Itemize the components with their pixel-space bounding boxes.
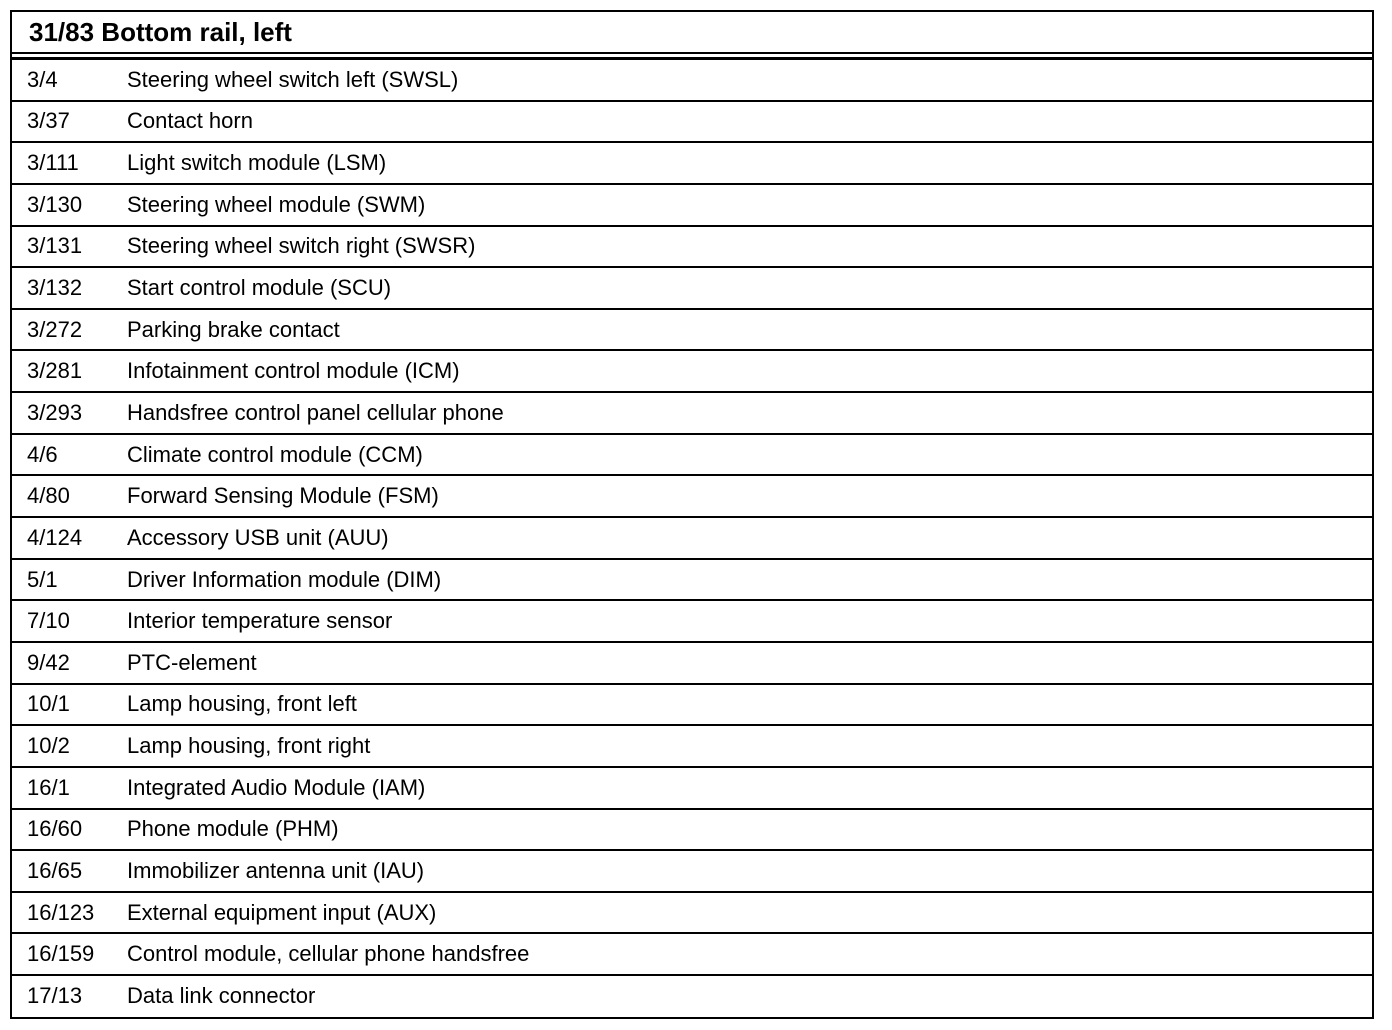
component-code: 3/37 xyxy=(27,108,70,134)
table-row: 16/159 Control module, cellular phone han… xyxy=(12,932,1372,974)
table-row: 3/130 Steering wheel module (SWM) xyxy=(12,182,1372,225)
component-description: Start control module (SCU) xyxy=(127,275,392,301)
component-description: Parking brake contact xyxy=(127,316,340,342)
table-row: 5/1 Driver Information module (DIM) xyxy=(12,557,1372,600)
component-description: Climate control module (CCM) xyxy=(127,441,423,467)
component-code: 3/281 xyxy=(27,358,83,384)
component-description: Lamp housing, front left xyxy=(127,691,357,717)
component-table: 31/83 Bottom rail, left 3/4 Steering whee… xyxy=(10,10,1374,1019)
table-row: 16/60 Phone module (PHM) xyxy=(12,807,1372,850)
component-code: 3/4 xyxy=(27,66,58,92)
table-row: 3/272 Parking brake contact xyxy=(12,307,1372,350)
table-row: 4/80 Forward Sensing Module (FSM) xyxy=(12,474,1372,516)
table-row: 10/2 Lamp housing, front right xyxy=(12,724,1372,766)
table-row: 9/42 PTC-element xyxy=(12,640,1372,683)
component-description: Steering wheel module (SWM) xyxy=(127,191,426,217)
table-row: 7/10 Interior temperature sensor xyxy=(12,599,1372,641)
table-body: 3/4 Steering wheel switch left (SWSL) 3/37… xyxy=(12,60,1372,1016)
component-code: 17/13 xyxy=(27,982,83,1008)
component-code: 7/10 xyxy=(27,608,70,634)
table-row: 3/293 Handsfree control panel cellular ph… xyxy=(12,391,1372,433)
component-description: Forward Sensing Module (FSM) xyxy=(127,483,439,509)
component-description: Steering wheel switch right (SWSR) xyxy=(127,233,476,259)
component-code: 3/130 xyxy=(27,191,83,217)
component-code: 16/60 xyxy=(27,816,83,842)
component-description: Phone module (PHM) xyxy=(127,816,339,842)
component-code: 16/123 xyxy=(27,899,95,925)
table-row: 4/124 Accessory USB unit (AUU) xyxy=(12,516,1372,558)
component-description: Accessory USB unit (AUU) xyxy=(127,524,389,550)
table-row: 10/1 Lamp housing, front left xyxy=(12,682,1372,725)
component-description: Data link connector xyxy=(127,982,316,1008)
component-code: 16/65 xyxy=(27,857,83,883)
component-description: Infotainment control module (ICM) xyxy=(127,358,460,384)
component-code: 3/131 xyxy=(27,233,83,259)
table-row: 16/123 External equipment input (AUX) xyxy=(12,890,1372,933)
component-description: Immobilizer antenna unit (IAU) xyxy=(127,857,425,883)
table-row: 4/6 Climate control module (CCM) xyxy=(12,432,1372,475)
component-description: External equipment input (AUX) xyxy=(127,899,437,925)
component-description: Light switch module (LSM) xyxy=(127,150,387,176)
component-description: Contact horn xyxy=(127,108,253,134)
double-rule-divider xyxy=(12,54,1372,60)
component-description: Control module, cellular phone handsfree xyxy=(127,941,530,967)
table-row: 3/4 Steering wheel switch left (SWSL) xyxy=(12,60,1372,100)
table-row: 3/132 Start control module (SCU) xyxy=(12,266,1372,308)
component-description: Integrated Audio Module (IAM) xyxy=(127,774,426,800)
table-row: 3/131 Steering wheel switch right (SWSR) xyxy=(12,224,1372,267)
component-description: PTC-element xyxy=(127,649,257,675)
table-title: 31/83 Bottom rail, left xyxy=(12,12,1372,54)
component-description: Handsfree control panel cellular phone xyxy=(127,399,504,425)
table-row: 3/111 Light switch module (LSM) xyxy=(12,141,1372,183)
component-code: 16/1 xyxy=(27,774,70,800)
table-row: 16/65 Immobilizer antenna unit (IAU) xyxy=(12,849,1372,891)
table-row: 17/13 Data link connector xyxy=(12,974,1372,1016)
component-description: Lamp housing, front right xyxy=(127,733,371,759)
component-code: 4/80 xyxy=(27,483,70,509)
table-row: 3/281 Infotainment control module (ICM) xyxy=(12,349,1372,391)
component-code: 9/42 xyxy=(27,649,70,675)
component-code: 3/293 xyxy=(27,399,83,425)
component-code: 10/1 xyxy=(27,691,70,717)
table-row: 3/37 Contact horn xyxy=(12,99,1372,142)
component-code: 3/132 xyxy=(27,275,83,301)
component-description: Steering wheel switch left (SWSL) xyxy=(127,66,459,92)
component-description: Driver Information module (DIM) xyxy=(127,566,442,592)
component-code: 5/1 xyxy=(27,566,58,592)
component-code: 4/124 xyxy=(27,524,83,550)
table-row: 16/1 Integrated Audio Module (IAM) xyxy=(12,765,1372,808)
component-code: 16/159 xyxy=(27,941,95,967)
component-code: 4/6 xyxy=(27,441,58,467)
component-code: 10/2 xyxy=(27,733,70,759)
component-code: 3/111 xyxy=(27,150,79,176)
component-description: Interior temperature sensor xyxy=(127,608,393,634)
component-code: 3/272 xyxy=(27,316,83,342)
